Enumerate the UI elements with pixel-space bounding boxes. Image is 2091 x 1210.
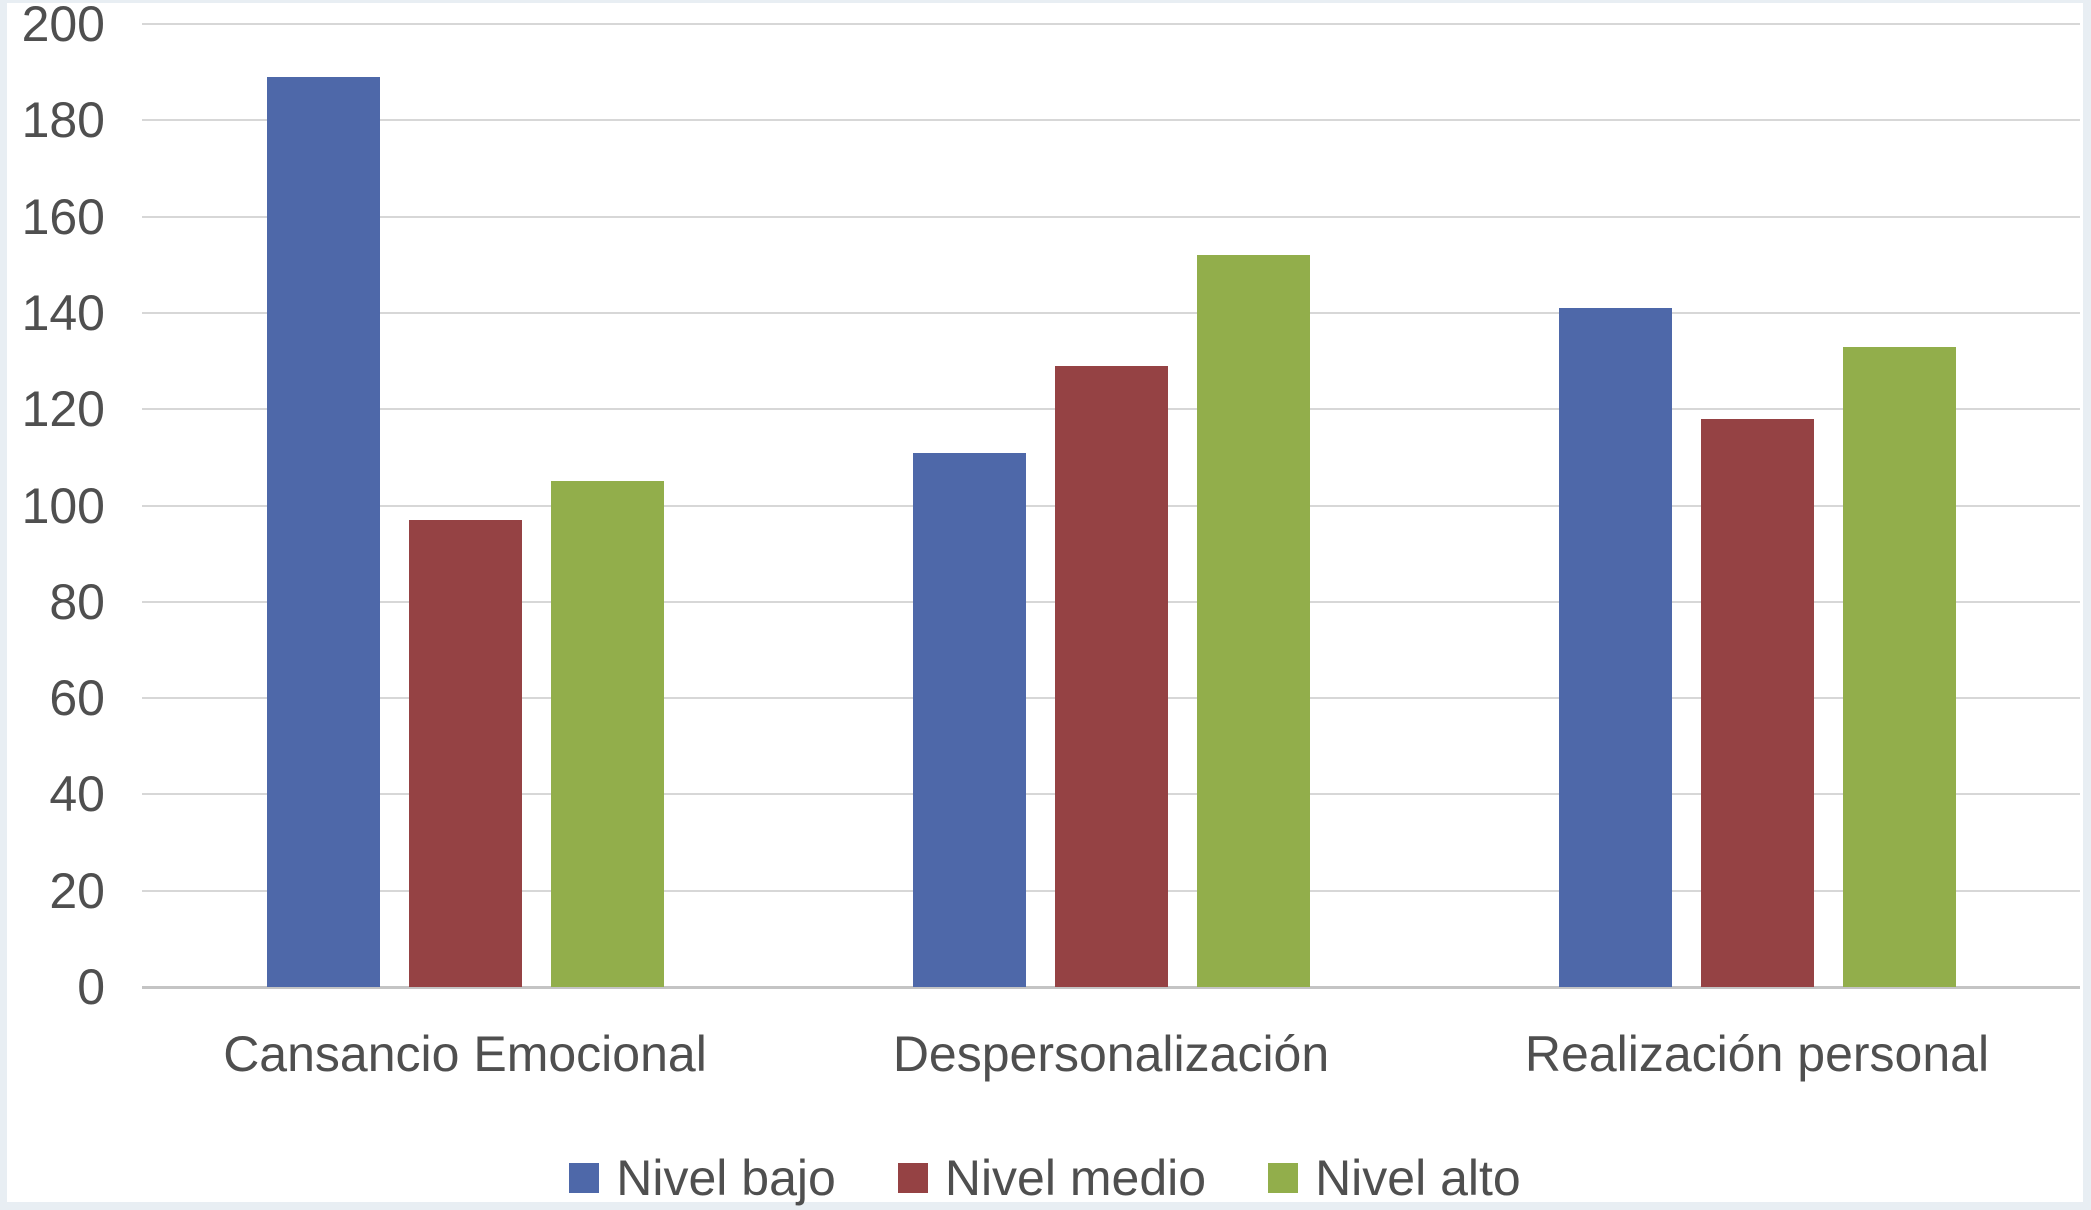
- y-tick-label-140: 140: [21, 284, 105, 341]
- gridline-0: [142, 986, 2080, 989]
- bar-nivel-bajo-despersonalizacion: [912, 452, 1026, 987]
- gridline-180: [142, 119, 2080, 122]
- legend-label: Nivel medio: [944, 1150, 1207, 1206]
- y-tick-label-120: 120: [21, 381, 105, 438]
- bar-nivel-alto-despersonalizacion: [1196, 255, 1310, 987]
- legend-item-nivel-bajo: Nivel bajo: [569, 1149, 836, 1207]
- category-label-despersonalizacion: Despersonalización: [892, 1026, 1330, 1082]
- y-tick-label-40: 40: [49, 766, 105, 823]
- legend-label: Nivel alto: [1315, 1150, 1521, 1206]
- category-label-cansancio-emocional: Cansancio Emocional: [223, 1026, 707, 1082]
- bar-nivel-bajo-realizacion-personal: [1558, 308, 1672, 987]
- y-tick-label-80: 80: [49, 573, 105, 630]
- gridline-160: [142, 215, 2080, 218]
- y-tick-label-0: 0: [77, 959, 105, 1015]
- legend-swatch-icon: [1268, 1163, 1299, 1193]
- gridline-200: [142, 23, 2080, 25]
- gridline-140: [142, 311, 2080, 314]
- bar-nivel-alto-cansancio-emocional: [550, 481, 664, 987]
- legend-swatch-icon: [569, 1163, 600, 1193]
- y-tick-label-160: 160: [21, 188, 105, 245]
- y-tick-label-180: 180: [21, 92, 105, 149]
- legend-swatch-icon: [897, 1163, 928, 1193]
- bar-nivel-alto-realizacion-personal: [1842, 346, 1956, 987]
- legend-item-nivel-alto: Nivel alto: [1268, 1149, 1521, 1207]
- bar-nivel-bajo-cansancio-emocional: [266, 76, 380, 987]
- legend-item-nivel-medio: Nivel medio: [897, 1149, 1207, 1207]
- category-label-realizacion-personal: Realización personal: [1524, 1026, 1990, 1082]
- bar-nivel-medio-realizacion-personal: [1700, 418, 1814, 987]
- legend-label: Nivel bajo: [616, 1150, 836, 1206]
- y-axis: 0 20 40 60 80 100 120 140 160 180 200: [7, 0, 133, 1013]
- x-axis-category-labels: Cansancio Emocional Despersonalización Rea…: [142, 1025, 2080, 1089]
- bar-nivel-medio-cansancio-emocional: [408, 519, 522, 987]
- plot-area: [142, 23, 2080, 989]
- bar-nivel-medio-despersonalizacion: [1054, 365, 1168, 987]
- y-tick-label-100: 100: [21, 477, 105, 534]
- y-tick-label-60: 60: [49, 670, 105, 727]
- legend: Nivel bajo Nivel medio Nivel alto: [7, 1149, 2083, 1207]
- chart-canvas: 0 20 40 60 80 100 120 140 160 180 200 Cansancio Em…: [7, 0, 2083, 1207]
- y-tick-label-20: 20: [49, 862, 105, 919]
- y-tick-label-200: 200: [21, 0, 105, 52]
